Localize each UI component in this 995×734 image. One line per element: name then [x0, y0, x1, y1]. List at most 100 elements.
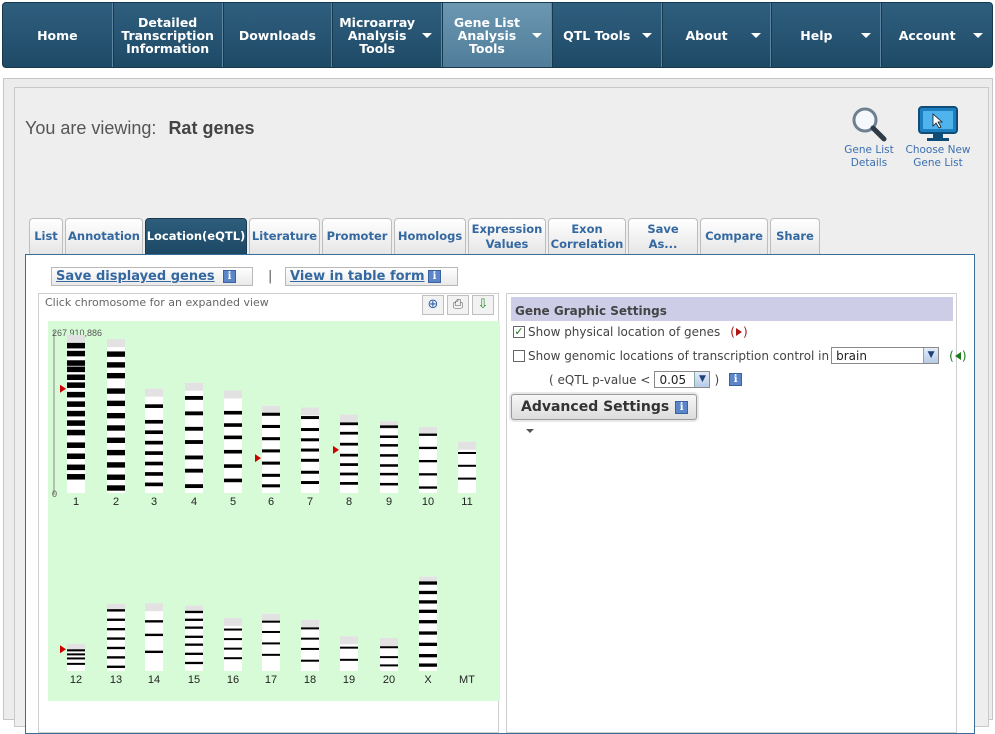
chromosome-band — [67, 391, 85, 398]
download-icon[interactable]: ⇩ — [472, 295, 494, 315]
chromosome-label: 10 — [422, 496, 434, 508]
pvalue-select[interactable]: 0.05 ▼ — [654, 371, 711, 388]
chromosome-band — [224, 478, 242, 483]
chromosome-9[interactable]: 9 — [380, 421, 398, 508]
info-icon[interactable]: i — [428, 270, 441, 283]
chromosome-20[interactable]: 20 — [380, 637, 398, 686]
chromosome-band — [107, 656, 125, 659]
chromosome-4[interactable]: 4 — [185, 382, 203, 508]
tab-literature[interactable]: Literature — [249, 218, 320, 254]
chromosome-band — [419, 473, 437, 476]
info-icon[interactable]: i — [223, 270, 236, 283]
chromosome-band — [224, 435, 242, 440]
chromosome-tip — [301, 619, 319, 628]
chromosome-label: 3 — [151, 496, 157, 508]
chromosome-body — [458, 441, 476, 493]
chevron-down-icon — [641, 33, 652, 38]
magnifier-icon — [852, 107, 887, 142]
chromosome-label: 20 — [383, 674, 395, 686]
tab-annotation[interactable]: Annotation — [65, 218, 143, 254]
gene-list-details-line1: Gene List — [844, 144, 894, 156]
advanced-settings-button[interactable]: Advanced Settings i — [511, 394, 697, 433]
chromosome-18[interactable]: 18 — [301, 619, 319, 686]
info-icon[interactable]: i — [729, 373, 743, 386]
chromosome-body — [185, 605, 203, 671]
show-genomic-checkbox[interactable] — [513, 349, 525, 362]
gene-location-marker — [60, 384, 66, 393]
nav-about[interactable]: About — [661, 3, 772, 67]
chromosome-5[interactable]: 5 — [224, 390, 242, 508]
chromosome-3[interactable]: 3 — [145, 388, 163, 508]
nav-qtl-tools[interactable]: QTL Tools — [551, 3, 662, 67]
view-in-table-form-button[interactable]: View in table form i — [285, 267, 458, 286]
chromosome-band — [185, 455, 203, 460]
chromosome-band — [67, 382, 85, 388]
chromosome-band — [262, 461, 280, 465]
chromosome-17[interactable]: 17 — [262, 613, 280, 686]
chromosome-tip — [67, 335, 85, 343]
chromosome-11[interactable]: 11 — [458, 441, 476, 508]
chromosome-2[interactable]: 2 — [107, 339, 125, 508]
tab-save-as[interactable]: Save As... — [628, 218, 698, 254]
chromosome-band — [107, 646, 125, 650]
chromosome-19[interactable]: 19 — [340, 636, 358, 686]
chromosome-10[interactable]: 10 — [419, 426, 437, 508]
tab-exon-correlation[interactable]: Exon Correlation — [548, 218, 626, 254]
chromosome-16[interactable]: 16 — [224, 617, 242, 686]
chromosome-band — [185, 618, 203, 621]
chromosome-band — [185, 643, 203, 646]
nav-help[interactable]: Help — [771, 3, 882, 67]
nav-account[interactable]: Account — [881, 3, 992, 67]
gene-list-details-line2: Details — [850, 157, 888, 169]
chromosome-band — [67, 653, 85, 656]
chromosome-tip — [145, 388, 163, 397]
chromosome-13[interactable]: 13 — [107, 603, 125, 686]
chevron-down-icon — [531, 33, 542, 38]
chromosome-band — [458, 464, 476, 467]
chromosome-14[interactable]: 14 — [145, 603, 163, 686]
tab-location-eqtl[interactable]: Location(eQTL) — [145, 218, 247, 254]
gene-location-marker — [255, 454, 261, 463]
gene-list-details-button[interactable]: Gene List Details — [841, 104, 897, 170]
tab-list[interactable]: List — [29, 218, 63, 254]
chromosome-tip — [458, 441, 476, 450]
chromosome-band — [262, 620, 280, 623]
chromosome-12[interactable]: 12 — [60, 643, 85, 686]
tissue-select[interactable]: brain ▼ — [831, 347, 940, 364]
chevron-down-icon: ▼ — [923, 348, 939, 363]
main-navigation: Home Detailed Transcription Information … — [2, 2, 993, 68]
chromosome-label: 18 — [304, 674, 316, 686]
zoom-in-icon[interactable]: ⊕ — [422, 295, 444, 315]
show-physical-checkbox[interactable]: ✓ — [513, 325, 525, 338]
printer-icon[interactable]: ⎙ — [447, 295, 469, 315]
nav-gene-list-tools-label: Gene List Analysis Tools — [453, 14, 521, 56]
chevron-down-icon — [861, 33, 872, 38]
chromosome-mt[interactable]: MT — [459, 674, 475, 686]
nav-microarray-tools[interactable]: Microarray Analysis Tools — [332, 3, 443, 67]
chromosome-band — [145, 620, 163, 623]
nav-home[interactable]: Home — [3, 3, 113, 67]
tab-expression-values[interactable]: Expression Values — [468, 218, 546, 254]
tab-share[interactable]: Share — [770, 218, 820, 254]
chromosome-x[interactable]: X — [419, 576, 437, 686]
chromosome-7[interactable]: 7 — [301, 407, 319, 508]
chromosome-band — [419, 620, 437, 624]
pvalue-row: ( eQTL p-value < 0.05 ▼ ) i — [549, 371, 743, 388]
tab-compare[interactable]: Compare — [700, 218, 768, 254]
nav-downloads[interactable]: Downloads — [222, 3, 333, 67]
choose-new-gene-list-button[interactable]: Choose New Gene List — [901, 104, 975, 170]
tab-promoter[interactable]: Promoter — [322, 218, 392, 254]
nav-detailed-transcription[interactable]: Detailed Transcription Information — [112, 3, 223, 67]
tab-homologs[interactable]: Homologs — [394, 218, 466, 254]
chromosome-15[interactable]: 15 — [185, 605, 203, 686]
chromosome-6[interactable]: 6 — [255, 405, 280, 508]
chromosome-8[interactable]: 8 — [333, 414, 358, 508]
chromosome-band — [340, 463, 358, 466]
save-displayed-genes-button[interactable]: Save displayed genes i — [51, 267, 253, 286]
chromosome-1[interactable]: 1 — [60, 335, 85, 508]
chromosome-label: MT — [459, 674, 475, 686]
chromosome-band — [380, 435, 398, 438]
chromosome-band — [67, 366, 85, 373]
nav-gene-list-tools[interactable]: Gene List Analysis Tools — [442, 3, 552, 67]
chromosome-ideogram: 267,910,886 0 1 2 3 4 5 6 7 8 9 10 11 12 13 14 15 16 17 1… — [48, 321, 500, 701]
